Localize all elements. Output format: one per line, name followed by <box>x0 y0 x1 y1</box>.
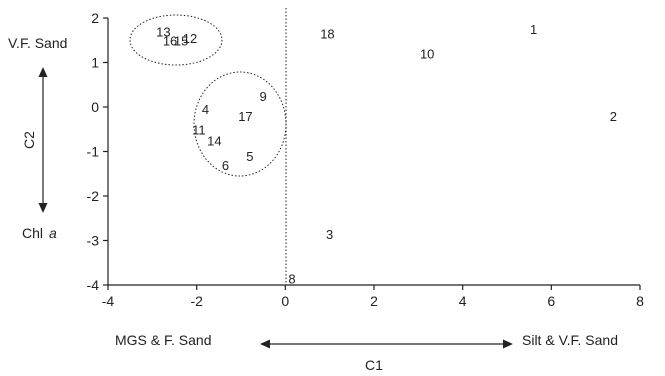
left-end-label: MGS & F. Sand <box>115 332 211 348</box>
data-point-label: 1 <box>530 22 537 37</box>
bottom-side-label-main: Chl <box>22 225 43 241</box>
cluster-ellipse-upper <box>129 14 223 66</box>
data-point-label: 15 <box>174 33 188 48</box>
y-tick-label: 0 <box>91 99 99 115</box>
y-axis-label: C2 <box>21 131 37 149</box>
x-tick-label: 2 <box>370 293 378 309</box>
x-tick-label: 0 <box>281 293 289 309</box>
data-point-label: 9 <box>260 89 267 104</box>
data-point-label: 6 <box>222 158 229 173</box>
data-point-label: 14 <box>207 133 221 148</box>
x-tick-label: 8 <box>636 293 644 309</box>
x-tick-label: -4 <box>102 293 115 309</box>
right-end-label: Silt & V.F. Sand <box>522 332 618 348</box>
y-tick-label: -2 <box>87 188 100 204</box>
y-tick-label: -1 <box>87 144 100 160</box>
bottom-side-label-italic: a <box>49 225 57 241</box>
data-point-label: 8 <box>288 271 295 286</box>
y-tick-label: 1 <box>91 55 99 71</box>
data-point-label: 11 <box>192 122 206 137</box>
data-point-label: 3 <box>326 227 333 242</box>
data-point-label: 12 <box>183 31 197 46</box>
data-point-label: 4 <box>202 102 209 117</box>
vertical-double-arrow <box>38 67 48 213</box>
data-point-label: 10 <box>420 47 434 62</box>
data-point-label: 18 <box>320 27 334 42</box>
y-tick-label: -3 <box>87 233 100 249</box>
bottom-side-label: Chl a <box>22 225 57 241</box>
horizontal-double-arrow <box>260 339 513 349</box>
top-side-label: V.F. Sand <box>8 35 67 51</box>
y-tick-label: 2 <box>91 10 99 26</box>
data-point-label: 17 <box>238 109 252 124</box>
cluster-ellipse-center <box>193 71 287 177</box>
data-point-label: 2 <box>610 109 617 124</box>
x-axis-label: C1 <box>365 357 383 373</box>
data-point-label: 16 <box>163 33 177 48</box>
data-point-label: 13 <box>156 24 170 39</box>
x-tick-label: 6 <box>547 293 555 309</box>
data-point-label: 5 <box>246 149 253 164</box>
y-tick-label: -4 <box>87 277 100 293</box>
x-tick-label: 4 <box>459 293 467 309</box>
x-tick-label: -2 <box>190 293 203 309</box>
